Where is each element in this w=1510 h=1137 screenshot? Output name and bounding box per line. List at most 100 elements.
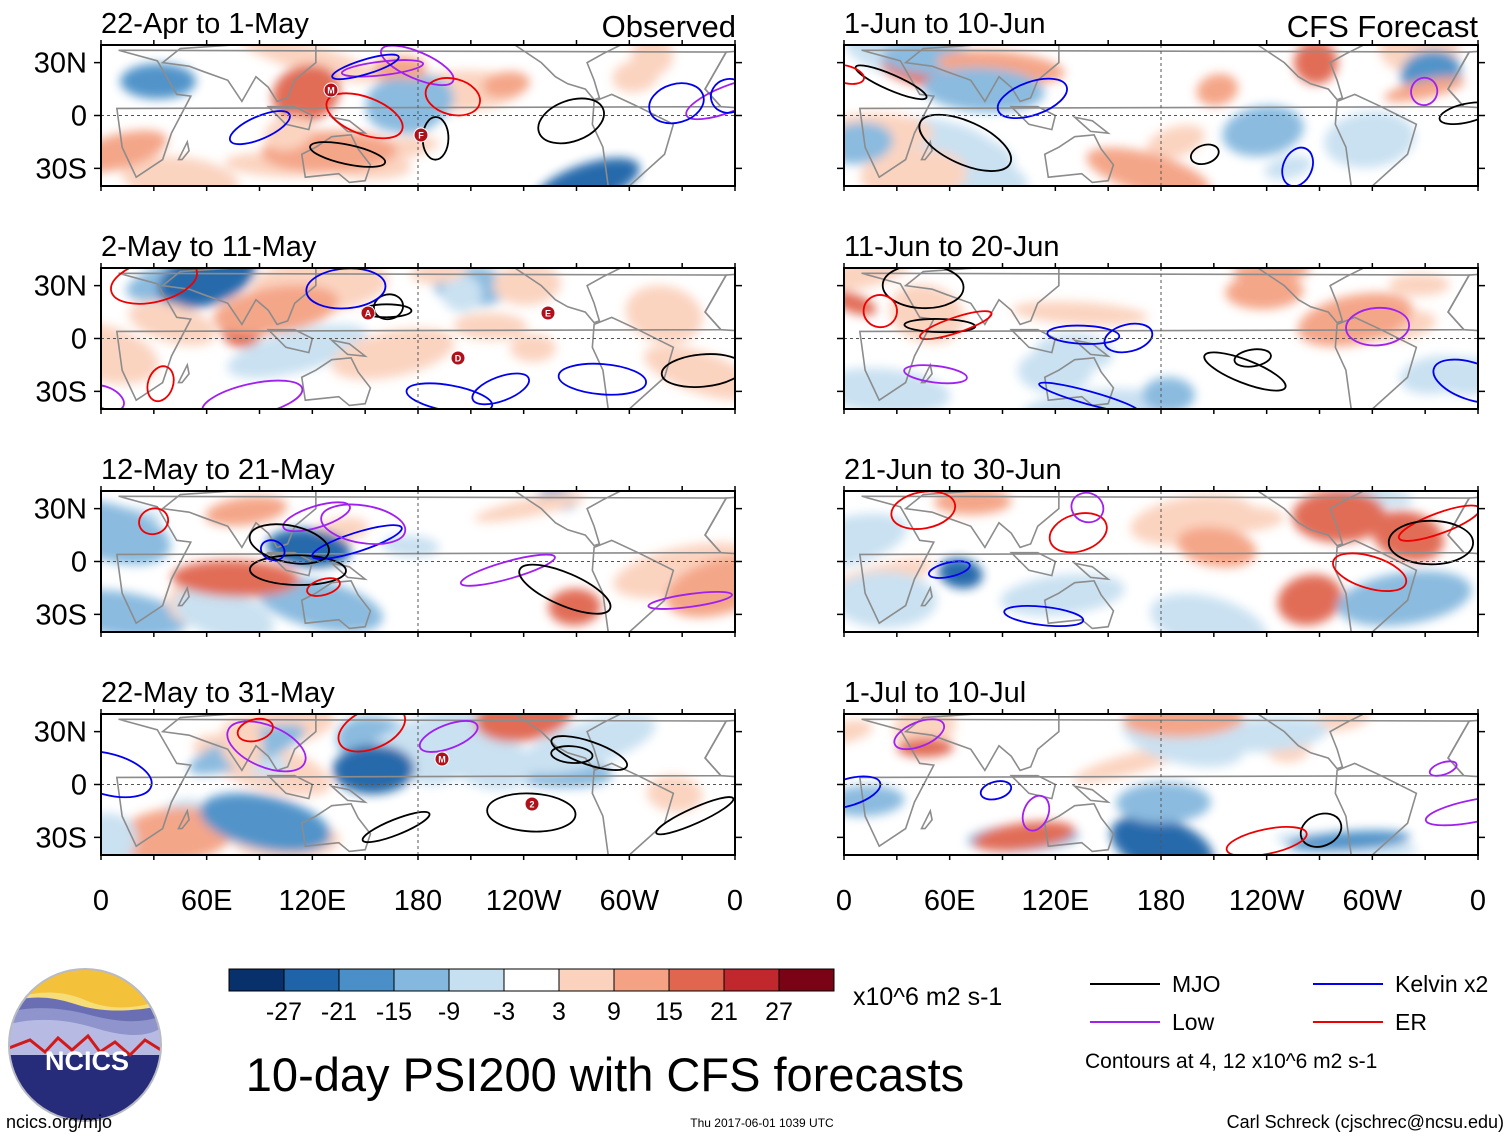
positive-anomaly-region [612, 59, 659, 93]
storm-marker[interactable]: A [360, 305, 376, 321]
contour-line [550, 735, 628, 771]
coastline [903, 491, 1060, 549]
coastline [266, 774, 314, 800]
coastline [300, 580, 372, 630]
storm-marker-label: A [365, 309, 372, 319]
contour-line [1003, 605, 1085, 628]
coastline [920, 362, 933, 384]
latitude-label: 30N [34, 494, 87, 526]
positive-anomaly-region [331, 328, 455, 380]
colorbar-label: 27 [765, 998, 793, 1026]
positive-anomaly-region [474, 492, 586, 523]
map-panel: M F 22-Apr to 1-May 30N 0 30S [34, 8, 742, 191]
positive-anomaly-region [896, 738, 954, 758]
positive-anomaly-region [1277, 574, 1343, 626]
contour-line [1021, 794, 1051, 832]
negative-anomaly-region [101, 589, 188, 632]
positive-anomaly-region [482, 71, 530, 98]
contour-line [486, 792, 577, 833]
map-panel: M 2 22-May to 31-May 30N 0 30S [34, 677, 742, 860]
contour-line [1387, 519, 1475, 566]
contour-line [331, 53, 400, 81]
footer-url[interactable]: ncics.org/mjo [6, 1112, 112, 1132]
contour-line [138, 507, 170, 536]
positive-anomaly-region [171, 560, 300, 598]
coastline [920, 585, 933, 607]
colorbar-swatch [228, 968, 285, 992]
positive-anomaly-region [493, 268, 562, 306]
negative-anomaly-region [441, 729, 534, 790]
positive-anomaly-region [101, 130, 168, 173]
coastline [1334, 539, 1418, 632]
coastline [1009, 328, 1057, 354]
latitude-label: 30S [35, 822, 87, 854]
storm-marker[interactable]: E [540, 305, 556, 321]
positive-anomaly-region [1011, 301, 1149, 326]
negative-anomaly-region [1222, 105, 1304, 157]
positive-anomaly-region [371, 55, 427, 83]
longitude-tick-label: 60E [181, 885, 233, 917]
contour-line [306, 577, 341, 597]
coastline [1043, 134, 1115, 184]
storm-marker[interactable]: 2 [524, 796, 540, 812]
map-panel: A D E 2-May to 11-May 30N 0 30S [34, 231, 742, 414]
contour-line [282, 501, 351, 533]
contour-line [927, 560, 971, 579]
longitude-tick-label: 0 [1470, 885, 1486, 917]
positive-anomaly-region [510, 334, 557, 363]
legend-item: ER [1313, 1009, 1427, 1035]
contour-line [101, 750, 153, 799]
latitude-label: 0 [71, 101, 87, 133]
positive-anomaly-region [410, 268, 467, 284]
column-header-cfs-forecast: CFS Forecast [1287, 9, 1479, 44]
contour-line [1189, 143, 1220, 166]
storm-marker[interactable]: M [323, 82, 339, 98]
colorbar-swatch [723, 968, 780, 992]
positive-anomaly-region [453, 312, 528, 341]
coastline [177, 362, 190, 384]
storm-marker-label: D [455, 354, 462, 364]
storm-marker[interactable]: F [413, 127, 429, 143]
coastline [591, 93, 675, 186]
positive-anomaly-region [1177, 526, 1257, 568]
contour-line [424, 77, 481, 117]
positive-anomaly-region [1196, 73, 1239, 107]
storm-marker-label: 2 [529, 800, 534, 810]
contour-line [1038, 381, 1140, 409]
coastline [1256, 268, 1364, 324]
positive-anomaly-region [475, 714, 574, 743]
coastline [300, 357, 372, 407]
contour-line [890, 491, 957, 530]
positive-anomaly-region [1086, 147, 1211, 186]
negative-anomaly-region [227, 324, 368, 379]
coastline [513, 45, 621, 101]
contour-line [471, 372, 530, 406]
contour-line [648, 82, 705, 125]
coastline [300, 134, 372, 184]
contour-line [844, 63, 865, 85]
contour-line [685, 77, 735, 121]
positive-anomaly-region [973, 821, 1076, 852]
longitude-tick-label: 180 [394, 885, 442, 917]
longitude-tick-label: 120E [278, 885, 346, 917]
negative-anomaly-region [1337, 570, 1472, 627]
coastline [177, 139, 190, 161]
coastline [115, 718, 728, 848]
longitude-tick-label: 0 [836, 885, 852, 917]
panel-period-label: 1-Jun to 10-Jun [844, 8, 1046, 40]
latitude-label: 30S [35, 153, 87, 185]
storm-marker[interactable]: D [450, 350, 466, 366]
coastline [160, 268, 317, 326]
coastline [266, 551, 314, 577]
contour-line [844, 775, 882, 810]
contour-line [518, 563, 612, 615]
contour-line [418, 720, 479, 753]
coastline [1043, 357, 1115, 407]
coastline [1009, 551, 1057, 577]
negative-anomaly-region [1264, 155, 1313, 180]
storm-marker[interactable]: M [434, 751, 450, 767]
coastline [1256, 45, 1364, 101]
contour-line [361, 810, 431, 844]
column-header-observed: Observed [602, 9, 736, 44]
contour-line [979, 780, 1013, 801]
